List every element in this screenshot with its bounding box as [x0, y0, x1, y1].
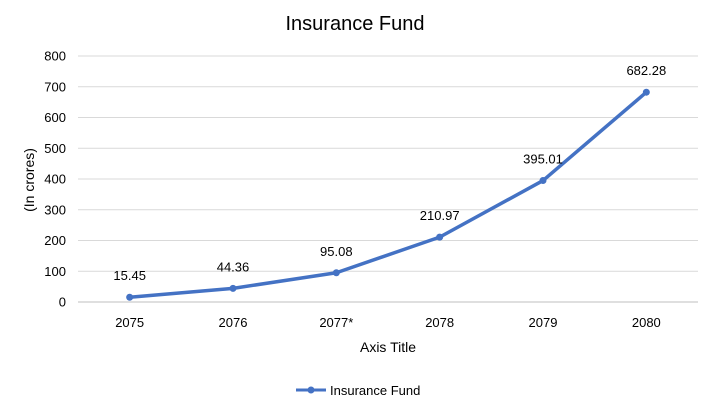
- data-labels: 15.45 44.36 95.08 210.97 395.01 682.28: [113, 63, 666, 283]
- data-point[interactable]: [642, 88, 650, 96]
- x-axis-title: Axis Title: [360, 339, 416, 355]
- x-tick-label: 2078: [425, 315, 454, 330]
- series-group: [126, 88, 650, 301]
- y-tick-label: 400: [44, 172, 66, 187]
- y-axis-ticks: 0 100 200 300 400 500 600 700 800: [44, 49, 66, 310]
- x-tick-label: 2075: [115, 315, 144, 330]
- gridlines: [78, 55, 698, 303]
- y-tick-label: 200: [44, 233, 66, 248]
- legend[interactable]: Insurance Fund: [296, 383, 420, 398]
- y-tick-label: 500: [44, 141, 66, 156]
- series-line: [127, 90, 649, 299]
- x-tick-label: 2077*: [319, 315, 353, 330]
- data-label: 395.01: [523, 152, 563, 167]
- y-tick-label: 300: [44, 202, 66, 217]
- data-point[interactable]: [229, 284, 237, 292]
- data-label: 15.45: [113, 268, 146, 283]
- data-label: 44.36: [217, 259, 250, 274]
- data-point[interactable]: [332, 269, 340, 277]
- data-point[interactable]: [539, 177, 547, 185]
- legend-label: Insurance Fund: [330, 383, 420, 398]
- chart-title: Insurance Fund: [286, 13, 425, 35]
- y-tick-label: 600: [44, 110, 66, 125]
- y-axis-title: (In crores): [21, 148, 37, 212]
- y-tick-label: 100: [44, 264, 66, 279]
- x-tick-label: 2076: [219, 315, 248, 330]
- data-point[interactable]: [126, 293, 134, 301]
- legend-dot-marker: [307, 386, 315, 394]
- x-tick-label: 2079: [529, 315, 558, 330]
- y-tick-label: 800: [44, 49, 66, 64]
- data-label: 95.08: [320, 244, 353, 259]
- x-tick-label: 2080: [632, 315, 661, 330]
- data-label: 682.28: [626, 63, 666, 78]
- y-tick-label: 0: [59, 295, 66, 310]
- data-label: 210.97: [420, 208, 460, 223]
- x-axis-ticks: 2075 2076 2077* 2078 2079 2080: [115, 315, 661, 330]
- data-point[interactable]: [436, 233, 444, 241]
- y-tick-label: 700: [44, 79, 66, 94]
